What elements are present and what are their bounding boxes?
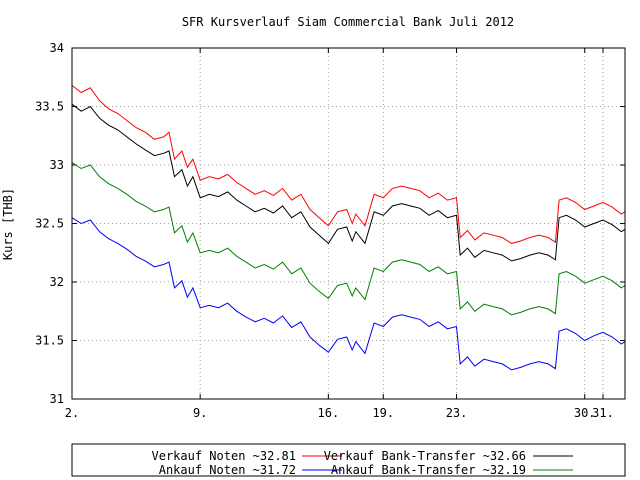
grid-lines	[72, 48, 625, 399]
y-tick-label: 31.5	[35, 334, 64, 348]
y-tick-label: 32	[50, 275, 64, 289]
y-axis-ticks: 31 31.5 32 32.5 33 33.5 34	[35, 41, 625, 406]
y-axis-label: Kurs [THB]	[1, 188, 15, 260]
x-tick-label: 31.	[592, 406, 614, 420]
x-tick-label: 2.	[65, 406, 79, 420]
legend-label: Ankauf Bank-Transfer ~32.19	[331, 463, 526, 477]
legend-label: Ankauf Noten ~31.72	[159, 463, 296, 477]
series-line-2	[71, 103, 626, 262]
y-tick-label: 33	[50, 158, 64, 172]
x-tick-label: 16.	[318, 406, 340, 420]
x-axis-ticks: 2. 9. 16. 19. 23. 30.31.	[65, 48, 614, 420]
y-tick-label: 31	[50, 392, 64, 406]
legend-label: Verkauf Noten ~32.81	[152, 449, 297, 463]
series-line-1	[71, 85, 626, 244]
y-tick-label: 32.5	[35, 217, 64, 231]
series-lines	[71, 85, 626, 371]
chart-title: SFR Kursverlauf Siam Commercial Bank Jul…	[182, 15, 514, 29]
legend-label: Verkauf Bank-Transfer ~32.66	[324, 449, 526, 463]
legend-box	[71, 443, 626, 477]
x-tick-label: 9.	[193, 406, 207, 420]
y-tick-label: 33.5	[35, 100, 64, 114]
legend: Verkauf Noten ~32.81 Verkauf Bank-Transfe…	[152, 449, 573, 477]
series-line-4	[71, 217, 626, 371]
y-tick-label: 34	[50, 41, 64, 55]
x-tick-label: 19.	[372, 406, 394, 420]
x-tick-label: 30.	[574, 406, 596, 420]
plot-area-frame	[71, 47, 626, 400]
series-line-3	[71, 162, 626, 316]
x-tick-label: 23.	[446, 406, 468, 420]
